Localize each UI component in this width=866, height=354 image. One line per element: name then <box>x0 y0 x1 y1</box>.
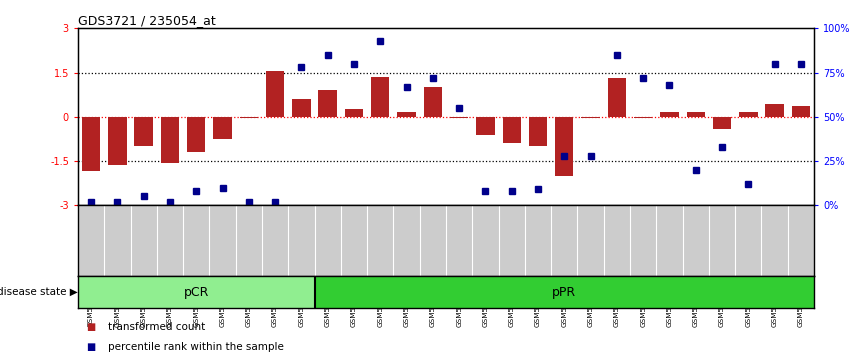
Bar <box>502 117 521 143</box>
Text: percentile rank within the sample: percentile rank within the sample <box>108 342 284 352</box>
Bar <box>713 117 731 129</box>
Bar <box>371 77 390 117</box>
Bar <box>608 79 626 117</box>
Bar <box>581 117 600 118</box>
Text: ■: ■ <box>87 342 96 352</box>
Bar <box>345 109 363 117</box>
Bar <box>187 117 205 152</box>
Bar <box>766 104 784 117</box>
Bar <box>739 113 758 117</box>
Text: GDS3721 / 235054_at: GDS3721 / 235054_at <box>78 14 216 27</box>
Bar <box>292 99 311 117</box>
Text: pPR: pPR <box>553 286 577 298</box>
Bar <box>213 117 232 139</box>
Bar <box>423 87 442 117</box>
Bar <box>82 117 100 171</box>
Bar <box>687 113 705 117</box>
Bar <box>529 117 547 146</box>
Text: disease state ▶: disease state ▶ <box>0 287 78 297</box>
Bar <box>108 117 126 166</box>
Bar <box>660 113 679 117</box>
Bar <box>634 117 652 118</box>
Bar <box>314 276 814 308</box>
Bar <box>476 117 494 135</box>
Text: ■: ■ <box>87 322 96 332</box>
Bar <box>78 276 314 308</box>
Bar <box>450 117 469 118</box>
Text: pCR: pCR <box>184 286 209 298</box>
Bar <box>161 117 179 162</box>
Text: transformed count: transformed count <box>108 322 205 332</box>
Bar <box>134 117 153 146</box>
Bar <box>240 117 258 118</box>
Bar <box>319 90 337 117</box>
Bar <box>266 71 284 117</box>
Bar <box>397 113 416 117</box>
Bar <box>792 107 810 117</box>
Bar <box>555 117 573 176</box>
